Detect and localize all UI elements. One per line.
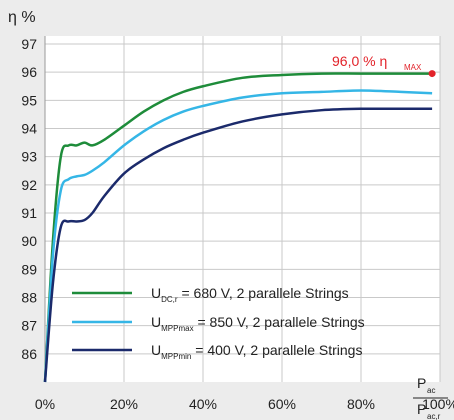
legend-item-udc: UDC,r = 680 V, 2 parallele Strings	[72, 285, 349, 304]
y-tick-label: 93	[21, 149, 37, 165]
y-tick-label: 92	[21, 177, 37, 193]
x-tick-label: 100%	[422, 396, 454, 412]
y-tick-label: 87	[21, 318, 37, 334]
y-tick-label: 88	[21, 290, 37, 306]
series-line-udc	[43, 72, 433, 383]
max-annotation-sub: MAX	[404, 63, 422, 72]
max-efficiency-point	[428, 70, 436, 78]
x-tick-label: 40%	[189, 396, 217, 412]
legend-label: UMPPmax = 850 V, 2 parallele Strings	[151, 314, 365, 333]
y-tick-label: 96	[21, 64, 37, 80]
legend-label: UDC,r = 680 V, 2 parallele Strings	[151, 285, 349, 304]
series-layer	[43, 72, 433, 383]
y-axis-label: η %	[8, 9, 36, 26]
y-tick-label: 95	[21, 92, 37, 108]
y-tick-labels: 86 87 88 89 90 91 92 93 94 95 96 97	[21, 36, 37, 362]
x-axis-label-numerator: P	[417, 375, 426, 391]
y-tick-label: 89	[21, 261, 37, 277]
y-tick-label: 86	[21, 346, 37, 362]
x-axis-label-denominator-sub: ac,r	[427, 412, 441, 420]
x-axis-label-denominator: P	[417, 401, 426, 417]
y-tick-label: 90	[21, 233, 37, 249]
x-axis-label-numerator-sub: ac	[427, 386, 435, 395]
y-tick-label: 97	[21, 36, 37, 52]
max-annotation-text: 96,0 % η	[332, 53, 387, 69]
legend-item-umppmax: UMPPmax = 850 V, 2 parallele Strings	[72, 314, 365, 333]
x-tick-label: 60%	[268, 396, 296, 412]
y-tick-label: 91	[21, 205, 37, 221]
x-tick-label: 80%	[347, 396, 375, 412]
x-axis-label: P ac P ac,r	[413, 375, 448, 420]
legend-label: UMPPmin = 400 V, 2 parallele Strings	[151, 342, 362, 361]
legend: UDC,r = 680 V, 2 parallele Strings UMPPma…	[72, 285, 365, 361]
x-tick-label: 20%	[110, 396, 138, 412]
y-tick-label: 94	[21, 121, 37, 137]
max-annotation: 96,0 % η MAX	[332, 53, 436, 78]
legend-item-umppmin: UMPPmin = 400 V, 2 parallele Strings	[72, 342, 362, 361]
series-line-umppmax	[43, 89, 433, 383]
x-tick-labels: 0% 20% 40% 60% 80% 100%	[35, 396, 454, 412]
series-line-umppmin	[43, 107, 433, 383]
x-tick-label: 0%	[35, 396, 55, 412]
plot-area	[45, 36, 440, 382]
